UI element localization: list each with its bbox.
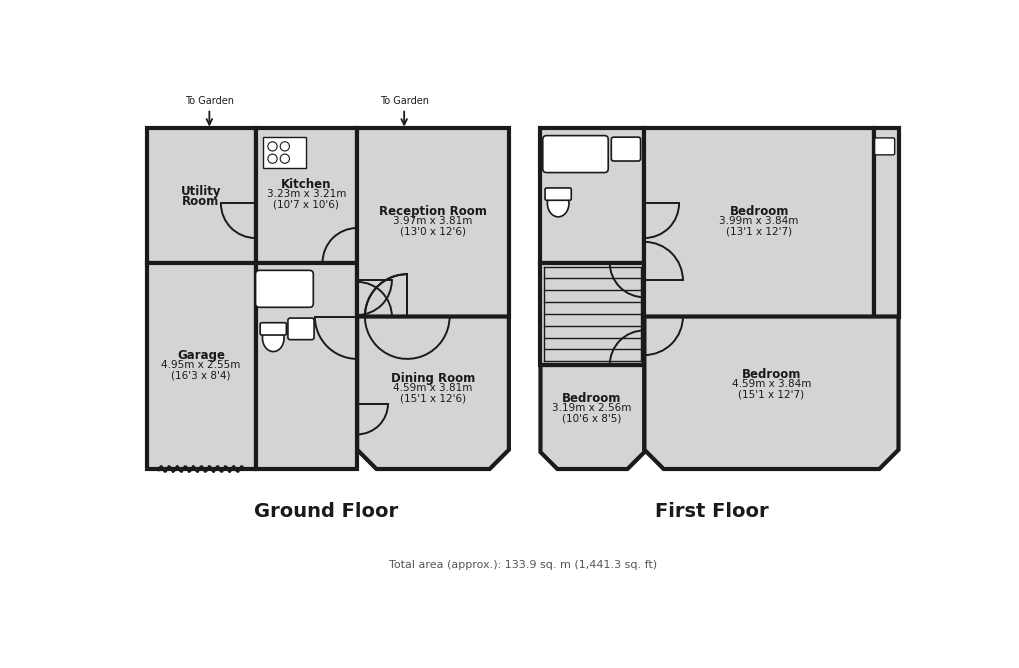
Bar bbox=[263, 137, 306, 168]
Text: 4.59m x 3.84m: 4.59m x 3.84m bbox=[731, 379, 810, 389]
Polygon shape bbox=[644, 317, 898, 469]
Text: Utility: Utility bbox=[180, 184, 221, 198]
Text: 3.99m x 3.84m: 3.99m x 3.84m bbox=[718, 216, 798, 226]
Text: Dining Room: Dining Room bbox=[390, 371, 474, 385]
Text: (15'1 x 12'7): (15'1 x 12'7) bbox=[738, 389, 804, 399]
Text: To Garden: To Garden bbox=[379, 96, 428, 106]
Text: (15'1 x 12'6): (15'1 x 12'6) bbox=[399, 393, 466, 403]
Text: 4.95m x 2.55m: 4.95m x 2.55m bbox=[161, 360, 240, 370]
Text: (13'1 x 12'7): (13'1 x 12'7) bbox=[726, 226, 792, 236]
Text: Kitchen: Kitchen bbox=[281, 178, 331, 190]
Circle shape bbox=[280, 142, 289, 151]
Text: First Floor: First Floor bbox=[654, 502, 767, 521]
Text: (16'3 x 8'4): (16'3 x 8'4) bbox=[171, 370, 230, 380]
Polygon shape bbox=[357, 128, 508, 317]
Circle shape bbox=[268, 142, 277, 151]
Text: Room: Room bbox=[182, 194, 219, 208]
Polygon shape bbox=[147, 263, 256, 469]
Polygon shape bbox=[540, 263, 644, 365]
Text: Bedroom: Bedroom bbox=[561, 391, 622, 405]
Polygon shape bbox=[357, 317, 508, 469]
Text: 3.23m x 3.21m: 3.23m x 3.21m bbox=[266, 189, 345, 199]
Text: Ground Floor: Ground Floor bbox=[254, 502, 398, 521]
Text: To Garden: To Garden bbox=[184, 96, 233, 106]
Polygon shape bbox=[147, 128, 256, 263]
Text: Reception Room: Reception Room bbox=[378, 204, 486, 218]
Text: Total area (approx.): 133.9 sq. m (1,441.3 sq. ft): Total area (approx.): 133.9 sq. m (1,441… bbox=[388, 560, 656, 570]
Polygon shape bbox=[256, 263, 357, 469]
Text: Garage: Garage bbox=[176, 349, 224, 361]
FancyBboxPatch shape bbox=[610, 137, 640, 161]
FancyBboxPatch shape bbox=[256, 271, 313, 307]
Ellipse shape bbox=[547, 190, 569, 217]
Polygon shape bbox=[873, 128, 898, 317]
Text: Bedroom: Bedroom bbox=[741, 368, 800, 381]
Circle shape bbox=[268, 154, 277, 163]
Text: (13'0 x 12'6): (13'0 x 12'6) bbox=[399, 226, 466, 236]
Text: 4.59m x 3.81m: 4.59m x 3.81m bbox=[392, 383, 472, 393]
Ellipse shape bbox=[262, 325, 283, 351]
Polygon shape bbox=[256, 128, 357, 263]
Text: Bedroom: Bedroom bbox=[729, 204, 788, 218]
Text: 3.97m x 3.81m: 3.97m x 3.81m bbox=[392, 216, 472, 226]
Circle shape bbox=[280, 154, 289, 163]
Text: (10'6 x 8'5): (10'6 x 8'5) bbox=[561, 413, 622, 424]
Text: (10'7 x 10'6): (10'7 x 10'6) bbox=[273, 199, 339, 209]
FancyBboxPatch shape bbox=[542, 136, 607, 172]
Text: 3.19m x 2.56m: 3.19m x 2.56m bbox=[552, 403, 631, 413]
FancyBboxPatch shape bbox=[873, 138, 894, 155]
Polygon shape bbox=[540, 365, 644, 469]
FancyBboxPatch shape bbox=[544, 188, 571, 200]
FancyBboxPatch shape bbox=[287, 318, 314, 339]
FancyBboxPatch shape bbox=[260, 323, 286, 335]
Polygon shape bbox=[644, 128, 873, 317]
Polygon shape bbox=[540, 128, 644, 263]
